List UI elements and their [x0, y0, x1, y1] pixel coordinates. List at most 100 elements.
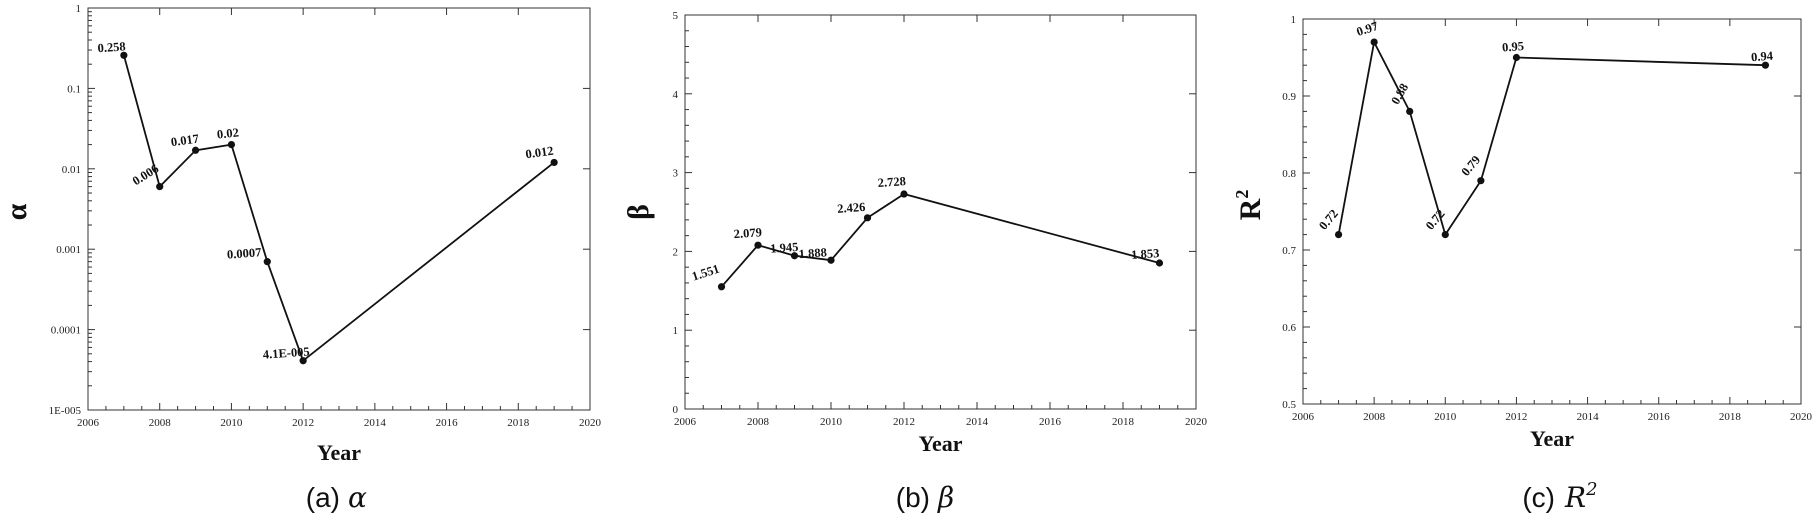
y-tick-label: 0.01	[62, 164, 81, 176]
data-label: 0.94	[1751, 49, 1775, 65]
x-tick-label: 2008	[1363, 411, 1386, 423]
y-axis-title: R2	[1232, 190, 1267, 221]
y-tick-label: 4	[673, 89, 679, 101]
data-label: 0.0007	[227, 245, 262, 261]
y-tick-label: 5	[673, 10, 679, 22]
y-tick-label: 0.0001	[51, 325, 81, 337]
y-tick-label: 1	[1291, 14, 1297, 26]
y-axis-title-superscript: 2	[1232, 190, 1252, 199]
y-axis-title-symbol: R	[1234, 198, 1267, 220]
x-tick-label: 2008	[747, 416, 770, 428]
x-tick-label: 2014	[1577, 411, 1600, 423]
y-tick-label: 2	[673, 246, 679, 258]
panel-caption-symbol-superscript: 2	[1585, 479, 1597, 500]
data-label: 0.258	[97, 39, 126, 55]
y-tick-label: 0.9	[1282, 91, 1296, 103]
data-point	[827, 256, 835, 264]
y-tick-label: 1	[673, 325, 679, 337]
data-point	[863, 214, 872, 222]
x-tick-label: 2010	[1434, 411, 1457, 423]
data-point	[1761, 61, 1770, 69]
series-line	[1337, 39, 1766, 237]
data-point	[900, 190, 908, 198]
data-point	[1512, 53, 1521, 62]
y-axis-title-symbol: α	[0, 203, 33, 220]
panel-caption: (b)	[896, 482, 930, 513]
panel-caption-symbol: α	[348, 481, 367, 514]
data-label: 0.95	[1502, 39, 1525, 54]
data-label: 0.006	[130, 161, 161, 188]
y-tick-label: 0.001	[56, 244, 81, 256]
y-tick-label: 0.8	[1282, 168, 1296, 180]
y-tick-label: 3	[673, 168, 679, 180]
data-point	[299, 357, 307, 365]
data-point	[1406, 107, 1414, 115]
data-label: 2.426	[837, 200, 866, 216]
data-label: 1.888	[798, 245, 827, 261]
plot-frame	[87, 7, 591, 411]
y-tick-label: 0.7	[1282, 245, 1296, 257]
data-point	[790, 252, 799, 260]
x-axis-title: Year	[919, 431, 963, 456]
y-tick-label: 1	[76, 3, 82, 15]
data-label: 0.012	[525, 144, 555, 162]
y-axis-title-symbol: β	[622, 204, 655, 220]
y-tick-label: 0.6	[1282, 322, 1296, 334]
y-tick-label: 0.5	[1282, 399, 1296, 411]
data-point	[227, 140, 236, 149]
data-label: 1.551	[690, 262, 721, 284]
data-point	[263, 258, 271, 266]
data-point	[754, 241, 762, 249]
y-tick-label: 1E-005	[49, 405, 82, 417]
x-tick-label: 2016	[436, 417, 459, 429]
chart-panel-1: 2006 2008 2010 2012 2014 2016 2018 2020 0 1 2 3 4 5 Ye…	[622, 10, 1208, 514]
x-axis-title: Year	[317, 440, 361, 465]
data-label: 0.017	[170, 131, 200, 149]
panel-caption-symbol-main: R	[1564, 481, 1586, 514]
x-tick-label: 2010	[220, 417, 243, 429]
data-point	[156, 183, 164, 191]
plot-frame	[1302, 18, 1802, 405]
data-label: 2.728	[877, 174, 906, 190]
y-tick-label: 0.1	[67, 83, 81, 95]
data-label: 0.79	[1458, 153, 1483, 179]
panel-caption-symbol-main: α	[348, 481, 367, 514]
data-label: 0.72	[1316, 207, 1341, 233]
data-label: 0.88	[1388, 81, 1411, 107]
data-point	[1477, 177, 1485, 185]
data-label: 4.1E-005	[262, 344, 310, 361]
data-point	[191, 146, 200, 154]
data-point	[1155, 259, 1164, 267]
series-line	[123, 55, 555, 363]
x-tick-label: 2006	[77, 417, 100, 429]
x-axis-title: Year	[1530, 426, 1574, 451]
data-point	[1334, 231, 1343, 239]
panel-caption-symbol: β	[937, 481, 954, 514]
panel-caption-symbol-main: β	[937, 481, 954, 514]
x-tick-label: 2020	[1185, 416, 1208, 428]
x-tick-label: 2020	[579, 417, 602, 429]
chart-panel-2: 2006 2008 2010 2012 2014 2016 2018 2020 0.5 0.6 0.…	[1232, 14, 1813, 514]
data-point	[1370, 38, 1378, 46]
panel-caption: (a)	[306, 482, 340, 513]
x-tick-label: 2006	[674, 416, 697, 428]
data-label: 0.97	[1355, 19, 1380, 39]
x-tick-label: 2016	[1039, 416, 1062, 428]
data-point	[120, 51, 128, 59]
plot-frame	[684, 14, 1197, 410]
data-label: 0.02	[216, 125, 239, 141]
x-tick-label: 2012	[292, 417, 314, 429]
data-label: 1.945	[770, 240, 799, 256]
panel-caption: (c)	[1522, 482, 1555, 513]
x-tick-label: 2014	[966, 416, 989, 428]
panel-caption-symbol: R2	[1564, 479, 1598, 514]
data-label: 1.853	[1131, 246, 1160, 262]
x-tick-label: 2012	[893, 416, 915, 428]
y-tick-label: 0	[673, 404, 679, 416]
x-tick-label: 2008	[149, 417, 172, 429]
x-tick-label: 2018	[507, 417, 530, 429]
x-tick-label: 2012	[1505, 411, 1527, 423]
x-tick-label: 2020	[1790, 411, 1813, 423]
y-axis-title: α	[0, 203, 33, 220]
